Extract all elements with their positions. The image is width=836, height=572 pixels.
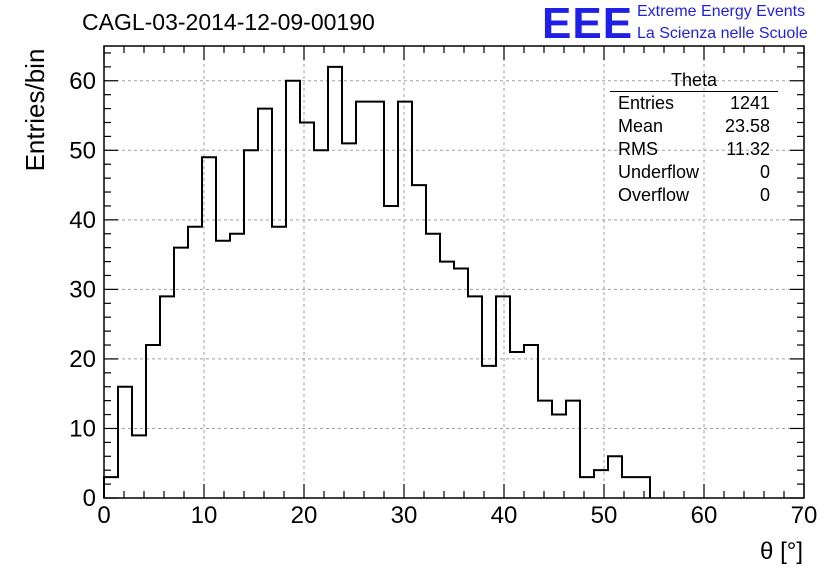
histogram-bin bbox=[328, 67, 342, 498]
histogram-bin bbox=[566, 401, 580, 498]
histogram-bin bbox=[552, 415, 566, 498]
eee-logo: EEE bbox=[542, 0, 634, 48]
stats-box: Theta Entries 1241 Mean 23.58 RMS 11.32 … bbox=[610, 70, 778, 207]
stats-value: 1241 bbox=[729, 93, 770, 113]
histogram-bin bbox=[286, 81, 300, 498]
y-axis-label: Entries/bin bbox=[20, 49, 50, 172]
histogram-bin bbox=[272, 227, 286, 498]
logo-subtitle-line2: La Scienza nelle Scuole bbox=[637, 25, 808, 42]
x-tick-label: 10 bbox=[191, 502, 218, 529]
histogram-bin bbox=[454, 269, 468, 498]
histogram-bin bbox=[188, 227, 202, 498]
stats-row-rms: RMS 11.32 bbox=[610, 138, 778, 161]
y-tick-label: 30 bbox=[69, 276, 96, 303]
histogram-bin bbox=[398, 102, 412, 498]
histogram-bin bbox=[538, 401, 552, 498]
histogram-bin bbox=[104, 477, 118, 498]
stats-title: Theta bbox=[610, 70, 778, 92]
histogram-bin bbox=[160, 296, 174, 498]
stats-row-entries: Entries 1241 bbox=[610, 92, 778, 115]
histogram-bin bbox=[384, 206, 398, 498]
histogram-bin bbox=[608, 456, 622, 498]
stats-value: 23.58 bbox=[724, 116, 770, 136]
x-tick-label: 30 bbox=[391, 502, 418, 529]
histogram-bin bbox=[636, 477, 650, 498]
histogram-bin bbox=[524, 345, 538, 498]
histogram-bin bbox=[118, 387, 132, 498]
histogram-bin bbox=[216, 241, 230, 498]
stats-label: Entries bbox=[618, 93, 675, 113]
y-tick-label: 10 bbox=[69, 415, 96, 442]
x-axis-label: θ [°] bbox=[760, 538, 803, 565]
axes: 0 10 20 30 40 50 60 70 0 10 20 30 40 50 60 bbox=[69, 45, 818, 529]
stats-value: 0 bbox=[759, 162, 770, 182]
y-tick-label: 60 bbox=[69, 68, 96, 95]
histogram-outline bbox=[103, 65, 651, 498]
stats-label: Underflow bbox=[618, 162, 700, 182]
histogram-bin bbox=[468, 296, 482, 498]
x-tick-label: 50 bbox=[591, 502, 618, 529]
stats-label: RMS bbox=[618, 139, 658, 159]
x-tick-label: 0 bbox=[97, 502, 110, 529]
histogram-bin bbox=[440, 262, 454, 498]
histogram-bin bbox=[496, 296, 510, 498]
histogram-bin bbox=[244, 150, 258, 498]
histogram-bin bbox=[510, 352, 524, 498]
x-tick-label: 20 bbox=[291, 502, 318, 529]
histogram-bin bbox=[370, 102, 384, 498]
histogram-bin bbox=[202, 157, 216, 498]
histogram-bin bbox=[146, 345, 160, 498]
plot-frame bbox=[103, 45, 805, 499]
x-tick-label: 60 bbox=[691, 502, 718, 529]
histogram-bin bbox=[482, 366, 496, 498]
y-tick-label: 20 bbox=[69, 346, 96, 373]
histogram-bin bbox=[426, 234, 440, 498]
histogram-bins bbox=[103, 65, 651, 498]
stats-value: 11.32 bbox=[726, 139, 770, 159]
stats-row-underflow: Underflow 0 bbox=[610, 161, 778, 184]
histogram-bin bbox=[258, 109, 272, 498]
y-tick-label: 0 bbox=[83, 485, 96, 512]
histogram-bin bbox=[132, 435, 146, 498]
x-tick-label: 40 bbox=[491, 502, 518, 529]
x-tick-label: 70 bbox=[791, 502, 818, 529]
stats-label: Overflow bbox=[618, 185, 690, 205]
stats-label: Mean bbox=[618, 116, 664, 136]
y-tick-label: 50 bbox=[69, 137, 96, 164]
stats-row-overflow: Overflow 0 bbox=[610, 184, 778, 207]
histogram-bin bbox=[342, 143, 356, 498]
histogram-bin bbox=[314, 150, 328, 498]
histogram-bin bbox=[174, 248, 188, 498]
histogram-bin bbox=[300, 122, 314, 498]
stats-value: 0 bbox=[759, 185, 770, 205]
run-title: CAGL-03-2014-12-09-00190 bbox=[82, 9, 375, 35]
histogram-bin bbox=[230, 234, 244, 498]
stats-row-mean: Mean 23.58 bbox=[610, 115, 778, 138]
y-tick-label: 40 bbox=[69, 207, 96, 234]
logo-subtitle-line1: Extreme Energy Events bbox=[637, 3, 806, 20]
grid-lines bbox=[104, 46, 804, 498]
histogram-bin bbox=[412, 185, 426, 498]
histogram-bin bbox=[580, 477, 594, 498]
histogram-bin bbox=[594, 470, 608, 498]
histogram-bin bbox=[356, 102, 370, 498]
